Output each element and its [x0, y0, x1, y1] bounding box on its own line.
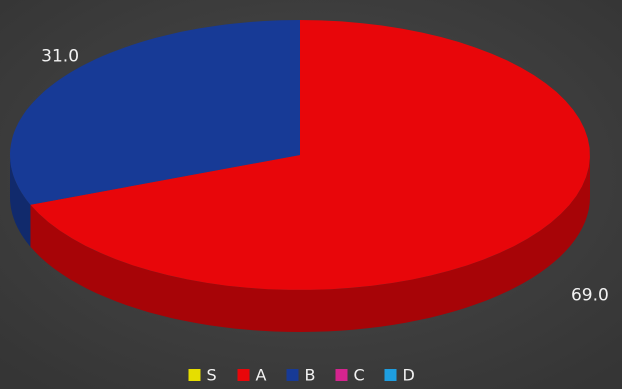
- data-labels: 0.069.031.00.00.0: [41, 46, 609, 306]
- legend-label: D: [403, 366, 415, 385]
- pie-tops: [10, 20, 590, 290]
- legend-label: C: [354, 366, 365, 385]
- pie-side: [10, 155, 31, 247]
- legend-swatch: [237, 369, 250, 381]
- legend-label: A: [256, 366, 267, 385]
- legend-swatch: [384, 369, 397, 381]
- pie-slice: [10, 20, 300, 205]
- pie-sides: [10, 155, 590, 332]
- pie-side: [30, 155, 590, 332]
- legend-label: B: [305, 366, 316, 385]
- data-label: 31.0: [41, 46, 79, 66]
- data-label: 69.0: [571, 286, 609, 306]
- legend-swatch: [188, 369, 201, 381]
- legend-swatch: [335, 369, 348, 381]
- pie-slice: [30, 20, 590, 290]
- legend-label: S: [207, 366, 217, 385]
- legend-swatch: [286, 369, 299, 381]
